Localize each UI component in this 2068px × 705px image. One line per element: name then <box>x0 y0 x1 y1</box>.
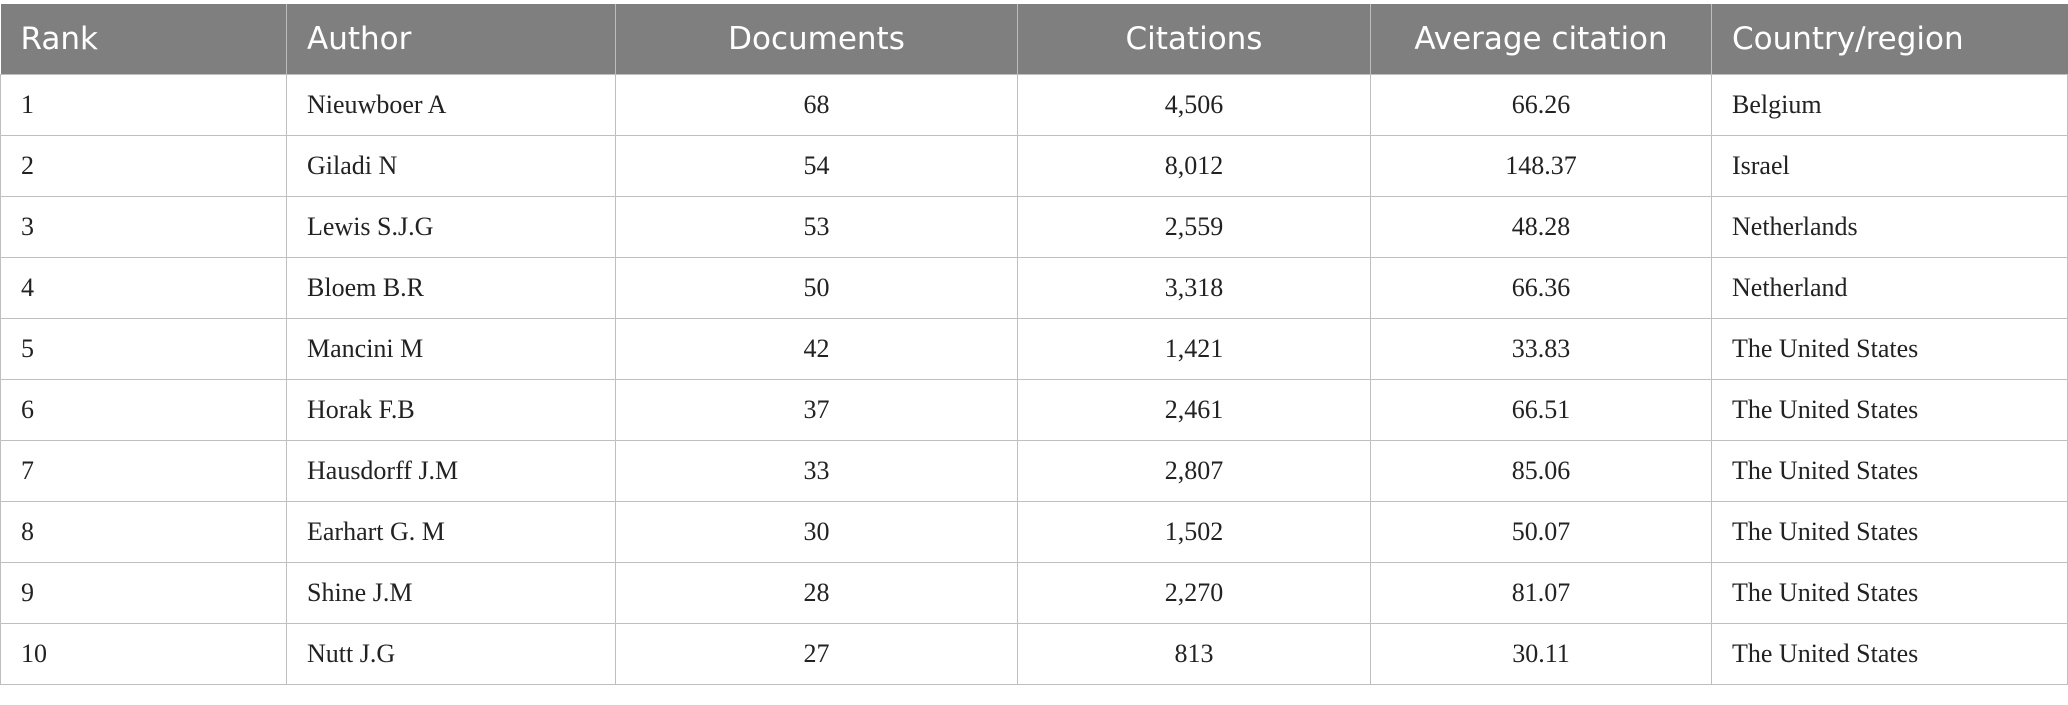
table-cell: 4 <box>0 257 287 319</box>
table-cell: 9 <box>0 562 287 624</box>
table-cell: 4,506 <box>1017 74 1371 136</box>
table-cell: The United States <box>1711 440 2068 502</box>
table-cell: Earhart G. M <box>286 501 616 563</box>
table-cell: 54 <box>615 135 1018 197</box>
table-cell: 3,318 <box>1017 257 1371 319</box>
table-cell: 1,502 <box>1017 501 1371 563</box>
column-header: Average citation <box>1370 4 1712 75</box>
table-cell: 8 <box>0 501 287 563</box>
column-header: Documents <box>615 4 1018 75</box>
table-cell: Bloem B.R <box>286 257 616 319</box>
table-row: 8 Earhart G. M 30 1,502 50.07 The United Stat… <box>0 501 2068 563</box>
table-cell: 42 <box>615 318 1018 380</box>
table-cell: 33.83 <box>1370 318 1712 380</box>
table-cell: 3 <box>0 196 287 258</box>
table-cell: 68 <box>615 74 1018 136</box>
table-cell: 33 <box>615 440 1018 502</box>
table-cell: Shine J.M <box>286 562 616 624</box>
table-cell: 53 <box>615 196 1018 258</box>
table-cell: Giladi N <box>286 135 616 197</box>
table-cell: The United States <box>1711 623 2068 685</box>
table-cell: Nieuwboer A <box>286 74 616 136</box>
table-cell: 66.51 <box>1370 379 1712 441</box>
table-cell: 50 <box>615 257 1018 319</box>
table-body: 1 Nieuwboer A 68 4,506 66.26 Belgium 2 Giladi N… <box>0 74 2068 685</box>
column-header: Author <box>286 4 616 75</box>
table-cell: 8,012 <box>1017 135 1371 197</box>
table-cell: Nutt J.G <box>286 623 616 685</box>
table-cell: The United States <box>1711 318 2068 380</box>
header-row: Rank Author Documents Citations Average cita… <box>0 4 2068 75</box>
table-cell: 2,461 <box>1017 379 1371 441</box>
table-cell: 6 <box>0 379 287 441</box>
table-cell: 2 <box>0 135 287 197</box>
table-cell: 5 <box>0 318 287 380</box>
table-cell: 1 <box>0 74 287 136</box>
table-cell: Horak F.B <box>286 379 616 441</box>
table-row: 2 Giladi N 54 8,012 148.37 Israel <box>0 135 2068 197</box>
column-header: Country/region <box>1711 4 2068 75</box>
table-row: 3 Lewis S.J.G 53 2,559 48.28 Netherlands <box>0 196 2068 258</box>
table-cell: Hausdorff J.M <box>286 440 616 502</box>
table-row: 4 Bloem B.R 50 3,318 66.36 Netherland <box>0 257 2068 319</box>
table-cell: 28 <box>615 562 1018 624</box>
table-cell: Mancini M <box>286 318 616 380</box>
table-cell: Belgium <box>1711 74 2068 136</box>
table-row: 6 Horak F.B 37 2,461 66.51 The United States <box>0 379 2068 441</box>
table-cell: 66.36 <box>1370 257 1712 319</box>
table-cell: 30 <box>615 501 1018 563</box>
table-cell: Netherland <box>1711 257 2068 319</box>
column-header: Citations <box>1017 4 1371 75</box>
table-cell: The United States <box>1711 379 2068 441</box>
table-cell: The United States <box>1711 562 2068 624</box>
table-row: 1 Nieuwboer A 68 4,506 66.26 Belgium <box>0 74 2068 136</box>
table-row: 10 Nutt J.G 27 813 30.11 The United States <box>0 623 2068 685</box>
author-table: Rank Author Documents Citations Average cita… <box>0 4 2068 685</box>
table-cell: The United States <box>1711 501 2068 563</box>
table-row: 9 Shine J.M 28 2,270 81.07 The United States <box>0 562 2068 624</box>
table-cell: 2,559 <box>1017 196 1371 258</box>
table-row: 5 Mancini M 42 1,421 33.83 The United States <box>0 318 2068 380</box>
table-cell: Netherlands <box>1711 196 2068 258</box>
table-cell: 2,807 <box>1017 440 1371 502</box>
table-cell: 148.37 <box>1370 135 1712 197</box>
table-cell: 2,270 <box>1017 562 1371 624</box>
table-cell: Lewis S.J.G <box>286 196 616 258</box>
table-cell: 813 <box>1017 623 1371 685</box>
table-cell: 81.07 <box>1370 562 1712 624</box>
table-row: 7 Hausdorff J.M 33 2,807 85.06 The United Sta… <box>0 440 2068 502</box>
table-cell: 30.11 <box>1370 623 1712 685</box>
column-header: Rank <box>0 4 287 75</box>
table-cell: 66.26 <box>1370 74 1712 136</box>
table-cell: 37 <box>615 379 1018 441</box>
table-cell: 7 <box>0 440 287 502</box>
table-cell: Israel <box>1711 135 2068 197</box>
table-cell: 85.06 <box>1370 440 1712 502</box>
table-cell: 1,421 <box>1017 318 1371 380</box>
table-cell: 27 <box>615 623 1018 685</box>
table-cell: 48.28 <box>1370 196 1712 258</box>
table-cell: 50.07 <box>1370 501 1712 563</box>
table-cell: 10 <box>0 623 287 685</box>
